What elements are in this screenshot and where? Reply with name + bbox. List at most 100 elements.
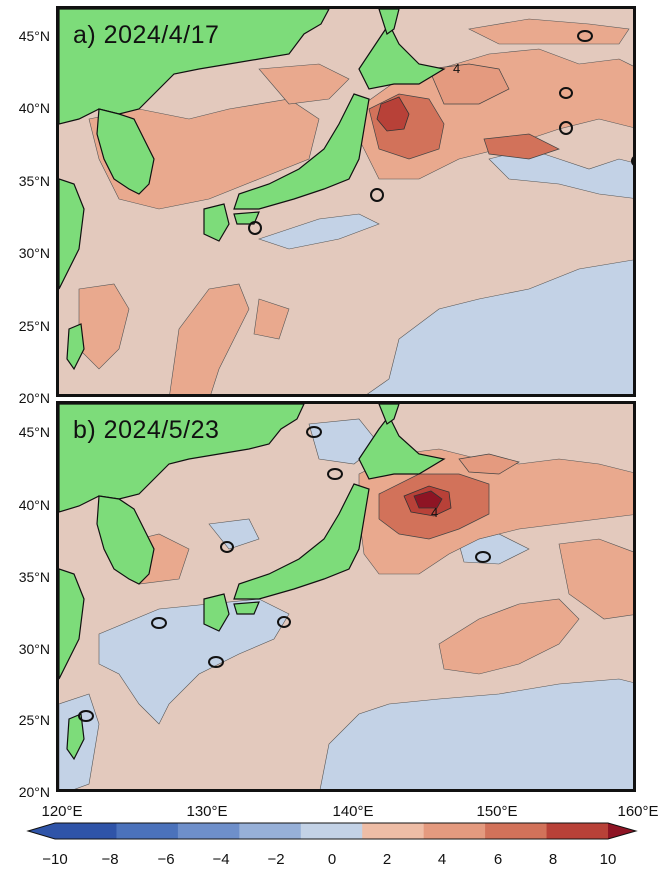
eddy-ring [208,656,224,668]
lat-tick-label: 25°N [18,318,50,334]
colorbar-tick-label: 6 [493,851,503,868]
eddy-ring [559,121,573,135]
colorbar-segment [546,823,609,839]
lon-tick-label: 130°E [186,803,228,820]
colorbar-tick-label: 4 [437,851,447,868]
land-hokkaido [358,414,446,480]
warm-anomaly-region [438,598,580,675]
lon-tick-label: 140°E [332,803,374,820]
eddy-ring [366,395,380,397]
land-kyushu [203,593,230,632]
lat-tick-label: 30°N [18,245,50,261]
cold-anomaly-region [98,598,290,725]
panel-a-title: a) 2024/4/17 [73,21,220,49]
map-panel-a: 4 a) 2024/4/17 [56,6,636,397]
lat-tick-label: 30°N [18,641,50,657]
colorbar-segments [28,823,636,839]
anomaly-map-a: 4 [59,9,633,397]
land-kyushu [203,203,230,242]
colorbar-tick-label: −10 [42,851,68,868]
eddy-ring [277,616,291,628]
eddy-ring [220,541,234,553]
land-sakhalin [378,9,400,35]
map-panel-b: 4 b) 2024/5/23 [56,401,636,792]
lon-tick-label: 120°E [41,803,83,820]
eddy-ring [78,710,94,722]
land-taiwan [66,323,85,371]
anomaly-map-b: 4 [59,404,633,789]
strong-warm-region [483,133,560,160]
colorbar-tick-label: 0 [327,851,337,868]
colorbar-segment [177,823,240,839]
contour-label: 4 [453,61,460,76]
cold-anomaly-region [208,518,260,550]
land-shikoku [233,211,260,225]
eddy-ring [559,87,573,99]
colorbar-tick-label: 8 [548,851,558,868]
eddy-ring [248,221,262,235]
colorbar-tick-label: −6 [157,851,175,868]
colorbar-segment [423,823,486,839]
cold-anomaly-region [319,678,633,789]
colorbar-tick-label: −8 [101,851,119,868]
colorbar-segment [485,823,548,839]
warm-anomaly-region [258,63,350,105]
warm-anomaly-region [78,283,130,370]
land-honshu [233,93,370,210]
land-honshu [233,483,370,600]
lat-tick-label: 40°N [18,497,50,513]
lat-tick-label: 20°N [18,784,50,800]
land-shikoku [233,601,260,615]
strong-warm-region [458,453,520,475]
eddy-ring [151,617,167,629]
lon-tick-label: 150°E [476,803,518,820]
warm-anomaly-region [558,538,633,620]
lat-tick-label: 20°N [18,390,50,406]
lat-tick-label: 40°N [18,100,50,116]
lat-tick-label: 35°N [18,569,50,585]
land-sakhalin [378,404,400,425]
colorbar-extend-high [608,823,636,839]
colorbar-segment [116,823,179,839]
peak-warm-region [376,96,410,132]
colorbar-segment [362,823,425,839]
eddy-ring [577,30,593,42]
lon-tick-label: 160°E [617,803,659,820]
colorbar-tick-label: −4 [212,851,230,868]
land-china-coast [59,178,85,290]
land-asian-mainland [59,404,305,513]
contour-label: 4 [431,505,438,520]
land-hokkaido [358,22,446,90]
warm-anomaly-region [468,18,630,45]
cold-anomaly-region [488,148,633,199]
lat-tick-label: 25°N [18,712,50,728]
colorbar-segment [55,823,117,839]
land-asian-mainland [59,9,330,125]
eddy-ring [327,468,343,480]
lat-tick-label: 45°N [18,424,50,440]
eddy-ring [306,426,322,438]
lat-tick-label: 45°N [18,28,50,44]
strong-warm-region [428,63,510,105]
warm-anomaly-region [253,298,290,340]
colorbar-extend-low [28,823,55,839]
land-korea [96,495,155,585]
colorbar-tick-label: 10 [599,851,617,868]
colorbar-segment [239,823,302,839]
land-china-coast [59,568,85,680]
eddy-ring [475,551,491,563]
cold-anomaly-region [367,259,633,394]
warm-anomaly-region [169,283,250,394]
cold-anomaly-region [258,213,380,250]
colorbar-outline [26,822,638,840]
land-korea [96,108,155,195]
colorbar-tick-label: 2 [382,851,392,868]
eddy-ring [631,156,633,166]
colorbar-segment [300,823,363,839]
peak-warm-region [413,490,443,509]
colorbar-tick-label: −2 [267,851,285,868]
colorbar [26,822,638,840]
panel-b-title: b) 2024/5/23 [73,416,220,444]
lat-tick-label: 35°N [18,173,50,189]
eddy-ring [370,188,384,202]
